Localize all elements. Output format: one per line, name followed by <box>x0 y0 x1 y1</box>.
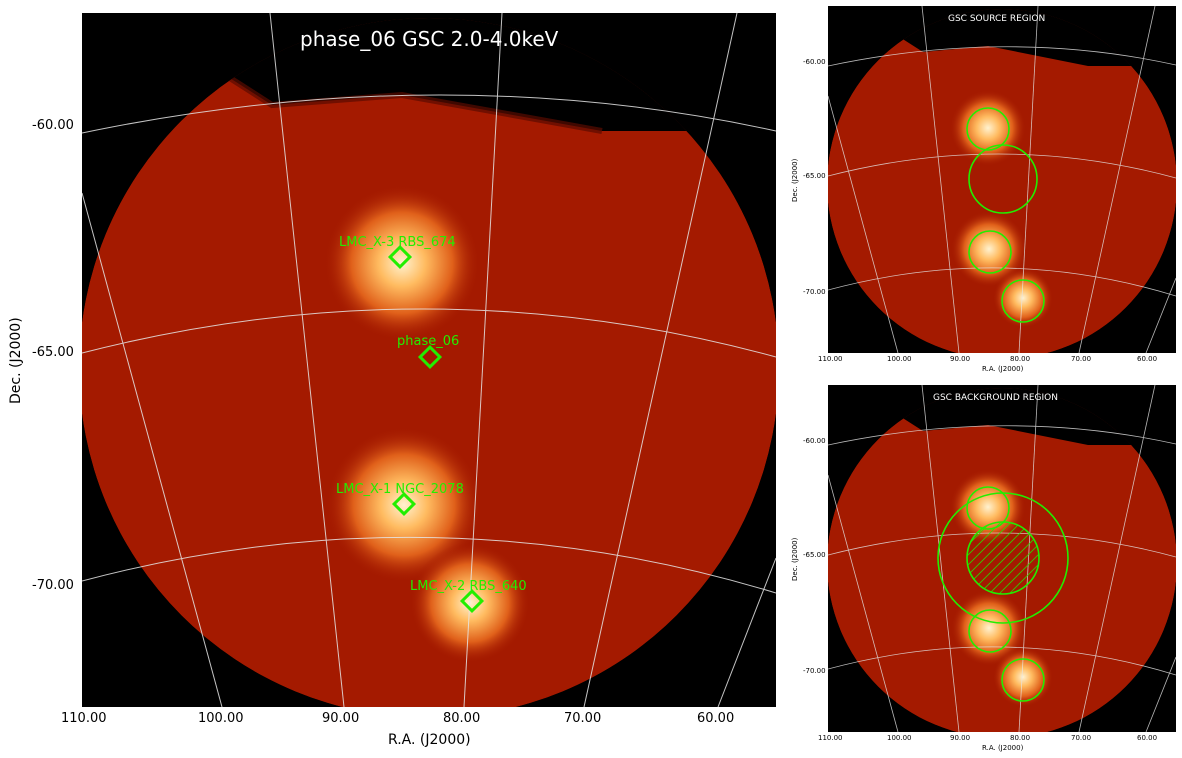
y-tick-label: -65.00 <box>803 172 826 180</box>
x-axis-label: R.A. (J2000) <box>982 744 1024 752</box>
background-region-svg <box>828 385 1176 732</box>
x-axis-label: R.A. (J2000) <box>388 732 471 748</box>
coordinate-grid <box>82 13 776 707</box>
x-tick-label: 70.00 <box>1071 734 1092 742</box>
background-region-panel: GSC BACKGROUND REGION <box>828 385 1176 732</box>
marker-lmc-x2 <box>459 588 485 614</box>
source-label: LMC_X-3 RBS_674 <box>339 235 456 250</box>
x-tick-label: 110.00 <box>61 711 107 726</box>
source-label: LMC_X-2 RBS_640 <box>410 579 527 594</box>
y-tick-label: -65.00 <box>32 345 74 360</box>
source-region-circle <box>966 486 1010 530</box>
x-tick-label: 80.00 <box>1010 355 1031 363</box>
source-region-circle <box>966 107 1010 151</box>
y-axis-label: Dec. (J2000) <box>791 158 799 202</box>
x-tick-label: 70.00 <box>1071 355 1092 363</box>
source-region-circle <box>1001 279 1045 323</box>
marker-phase-06 <box>417 344 443 370</box>
source-region-svg <box>828 6 1176 353</box>
x-axis-label: R.A. (J2000) <box>982 365 1024 373</box>
background-annulus-circle <box>937 492 1069 624</box>
main-title: phase_06 GSC 2.0-4.0keV <box>300 27 559 51</box>
x-tick-label: 80.00 <box>1010 734 1031 742</box>
x-tick-label: 100.00 <box>887 355 912 363</box>
x-tick-label: 100.00 <box>198 711 244 726</box>
x-tick-label: 60.00 <box>1137 355 1158 363</box>
source-region-circle <box>1001 658 1045 702</box>
y-tick-label: -70.00 <box>803 667 826 675</box>
y-tick-label: -60.00 <box>32 118 74 133</box>
y-axis-label: Dec. (J2000) <box>791 537 799 581</box>
y-tick-label: -70.00 <box>803 288 826 296</box>
main-image-svg <box>82 13 776 707</box>
panel-title: GSC SOURCE REGION <box>948 14 1046 24</box>
source-blob-lmc-x1 <box>326 427 482 583</box>
source-region-circle <box>968 609 1012 653</box>
source-label: LMC_X-1 NGC_2078 <box>336 482 464 497</box>
x-tick-label: 60.00 <box>697 711 735 726</box>
excluded-region-circle <box>966 521 1040 595</box>
x-tick-label: 90.00 <box>950 355 971 363</box>
source-region-circle <box>968 230 1012 274</box>
x-tick-label: 90.00 <box>322 711 360 726</box>
y-axis-label: Dec. (J2000) <box>8 317 24 404</box>
x-tick-label: 90.00 <box>950 734 971 742</box>
source-label: phase_06 <box>397 334 460 349</box>
y-tick-label: -65.00 <box>803 551 826 559</box>
x-tick-label: 70.00 <box>564 711 602 726</box>
y-tick-label: -70.00 <box>32 578 74 593</box>
x-tick-label: 100.00 <box>887 734 912 742</box>
marker-lmc-x1 <box>391 491 417 517</box>
x-tick-label: 60.00 <box>1137 734 1158 742</box>
x-tick-label: 110.00 <box>818 355 843 363</box>
main-image-panel: phase_06 GSC 2.0-4.0keV LMC_X-3 RBS_674 … <box>82 13 776 707</box>
target-region-circle <box>968 144 1038 214</box>
y-tick-label: -60.00 <box>803 58 826 66</box>
y-tick-label: -60.00 <box>803 437 826 445</box>
x-tick-label: 80.00 <box>443 711 481 726</box>
source-region-panel: GSC SOURCE REGION <box>828 6 1176 353</box>
x-tick-label: 110.00 <box>818 734 843 742</box>
marker-lmc-x3 <box>387 244 413 270</box>
panel-title: GSC BACKGROUND REGION <box>933 393 1058 403</box>
